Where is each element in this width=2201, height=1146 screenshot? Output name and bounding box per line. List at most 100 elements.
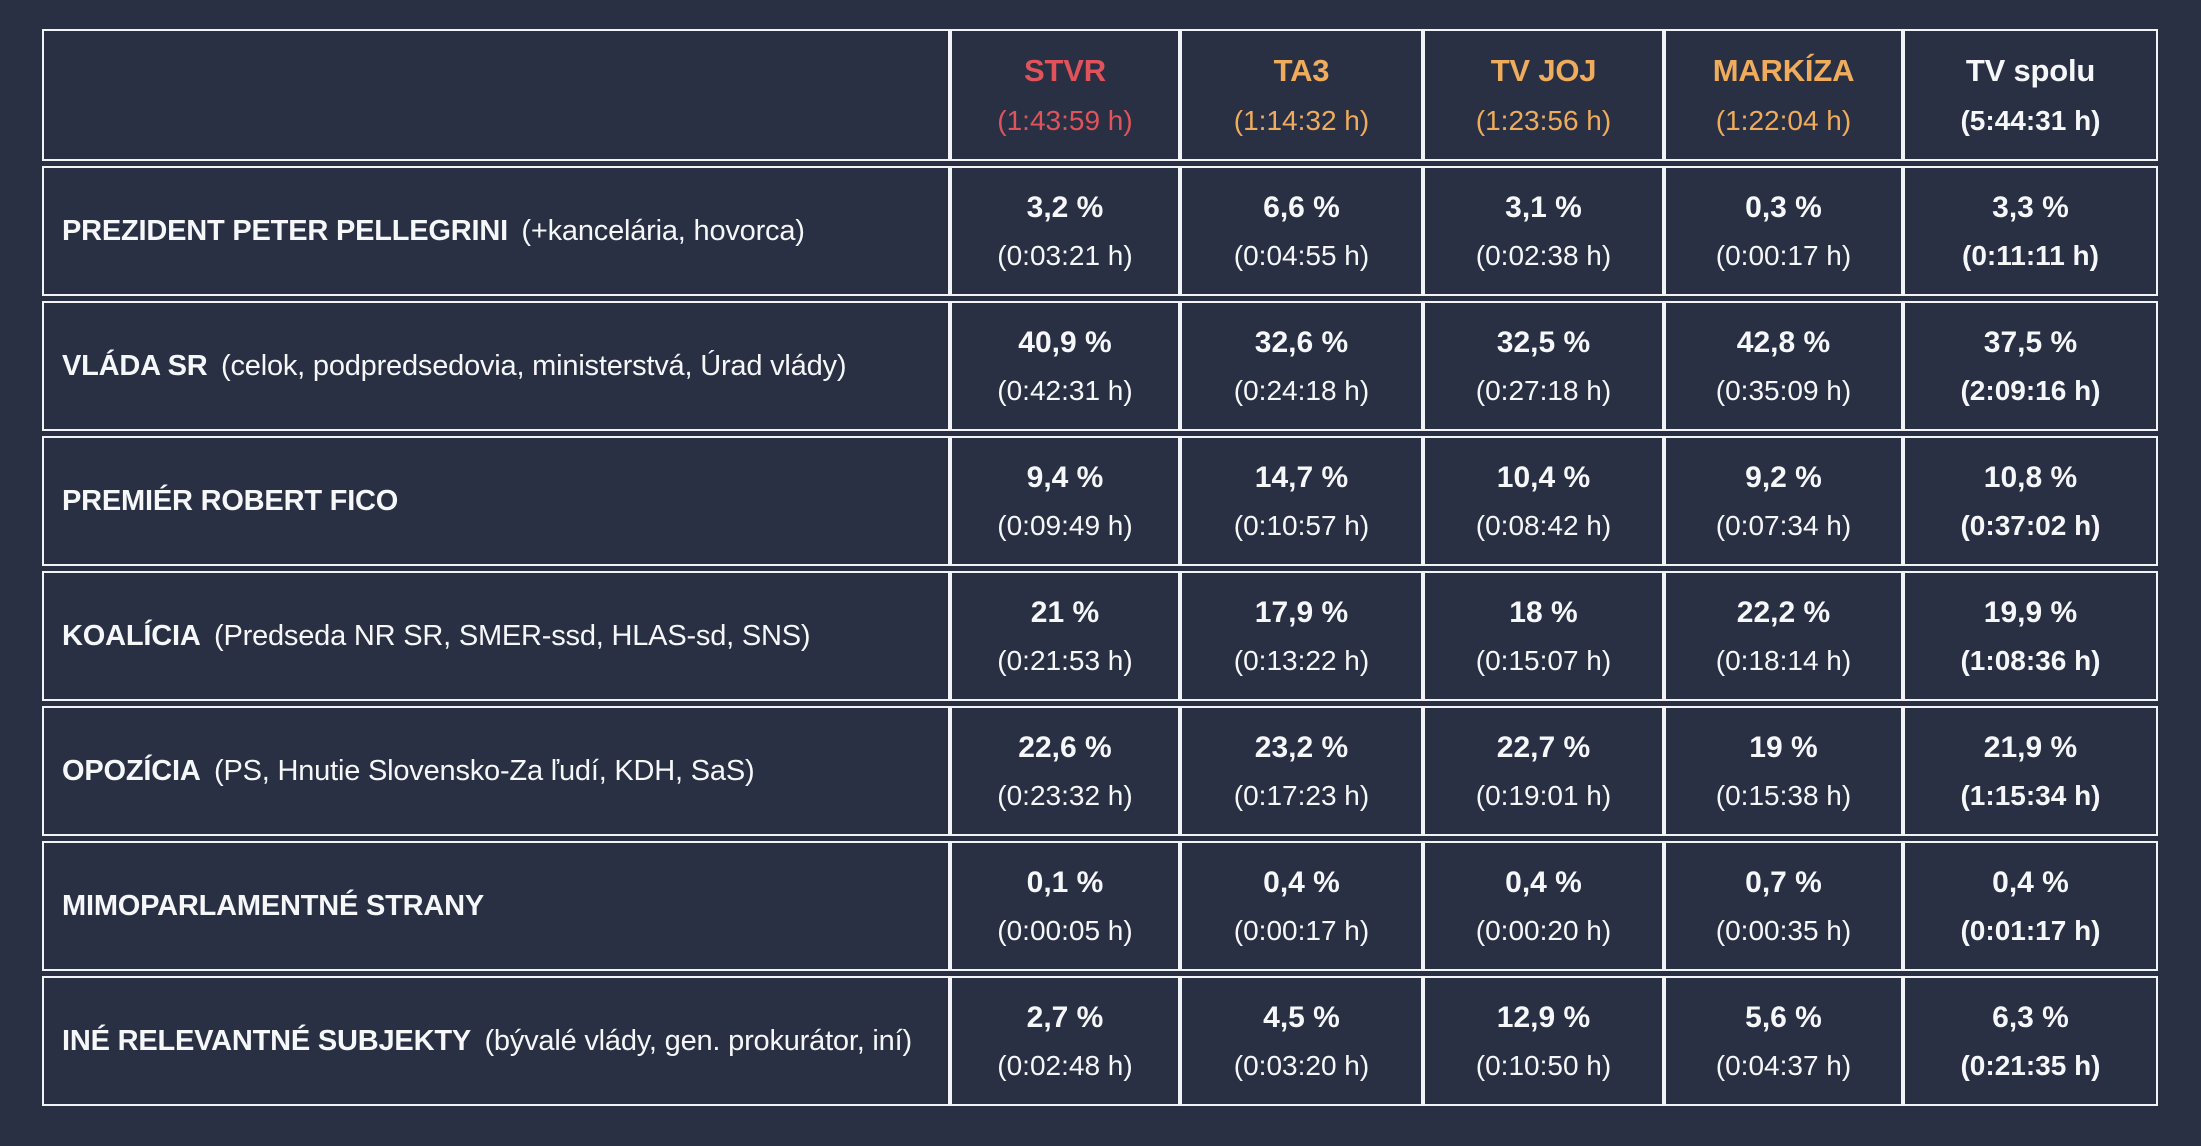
- row-label: VLÁDA SR: [62, 349, 208, 382]
- value-cell: 18 % (0:15:07 h): [1423, 571, 1664, 701]
- channel-header-cell: TV spolu (5:44:31 h): [1903, 29, 2158, 161]
- value-cell: 10,4 % (0:08:42 h): [1423, 436, 1664, 566]
- time-value: (0:04:37 h): [1715, 1049, 1852, 1081]
- value-cell: 0,7 % (0:00:35 h): [1664, 841, 1903, 971]
- time-value: (0:21:53 h): [997, 644, 1133, 676]
- value-cell: 9,4 % (0:09:49 h): [950, 436, 1180, 566]
- percent-value: 22,2 %: [1736, 595, 1831, 629]
- table-row: PREZIDENT PETER PELLEGRINI (+kancelária,…: [42, 166, 2158, 296]
- value-cell: 6,6 % (0:04:55 h): [1180, 166, 1423, 296]
- value-cell: 9,2 % (0:07:34 h): [1664, 436, 1903, 566]
- row-label: PREMIÉR ROBERT FICO: [62, 484, 399, 517]
- percent-value: 0,4 %: [1505, 865, 1582, 899]
- row-label: OPOZÍCIA: [62, 754, 201, 787]
- time-value: (0:27:18 h): [1475, 374, 1612, 406]
- time-value: (0:09:49 h): [997, 509, 1133, 541]
- value-cell: 40,9 % (0:42:31 h): [950, 301, 1180, 431]
- row-note: (Predseda NR SR, SMER-ssd, HLAS-sd, SNS): [214, 619, 811, 652]
- table-body: PREZIDENT PETER PELLEGRINI (+kancelária,…: [42, 166, 2158, 1106]
- time-value: (0:07:34 h): [1715, 509, 1852, 541]
- value-cell: 3,2 % (0:03:21 h): [950, 166, 1180, 296]
- value-cell: 0,4 % (0:00:20 h): [1423, 841, 1664, 971]
- time-value: (2:09:16 h): [1960, 374, 2101, 406]
- time-value: (0:19:01 h): [1475, 779, 1612, 811]
- value-cell: 0,4 % (0:00:17 h): [1180, 841, 1423, 971]
- time-value: (0:08:42 h): [1475, 509, 1612, 541]
- percent-value: 3,3 %: [1992, 190, 2069, 224]
- value-cell: 6,3 % (0:21:35 h): [1903, 976, 2158, 1106]
- table-row: MIMOPARLAMENTNÉ STRANY 0,1 % (0:00:05 h)…: [42, 841, 2158, 971]
- row-label-cell: PREZIDENT PETER PELLEGRINI (+kancelária,…: [42, 166, 950, 296]
- percent-value: 9,2 %: [1745, 460, 1822, 494]
- percent-value: 0,4 %: [1263, 865, 1340, 899]
- time-value: (0:24:18 h): [1233, 374, 1370, 406]
- row-label-cell: KOALÍCIA (Predseda NR SR, SMER-ssd, HLAS…: [42, 571, 950, 701]
- percent-value: 3,1 %: [1505, 190, 1582, 224]
- row-note: (bývalé vlády, gen. prokurátor, iní): [484, 1024, 912, 1057]
- time-value: (0:04:55 h): [1233, 239, 1370, 271]
- time-value: (1:15:34 h): [1960, 779, 2101, 811]
- channel-header-cell: TA3 (1:14:32 h): [1180, 29, 1423, 161]
- value-cell: 32,5 % (0:27:18 h): [1423, 301, 1664, 431]
- percent-value: 0,4 %: [1992, 865, 2069, 899]
- time-value: (0:17:23 h): [1233, 779, 1370, 811]
- time-value: (0:00:35 h): [1715, 914, 1852, 946]
- value-cell: 22,2 % (0:18:14 h): [1664, 571, 1903, 701]
- channel-total-time: (5:44:31 h): [1960, 105, 2101, 136]
- percent-value: 6,6 %: [1263, 190, 1340, 224]
- percent-value: 32,6 %: [1254, 325, 1349, 359]
- percent-value: 6,3 %: [1992, 1000, 2069, 1034]
- time-value: (0:00:05 h): [997, 914, 1133, 946]
- percent-value: 9,4 %: [1026, 460, 1104, 494]
- channel-total-time: (1:43:59 h): [997, 105, 1133, 136]
- value-cell: 23,2 % (0:17:23 h): [1180, 706, 1423, 836]
- time-value: (0:18:14 h): [1715, 644, 1852, 676]
- tv-coverage-table: STVR (1:43:59 h) TA3 (1:14:32 h) TV JOJ …: [42, 24, 2158, 1111]
- time-value: (0:23:32 h): [997, 779, 1133, 811]
- row-label-cell: VLÁDA SR (celok, podpredsedovia, ministe…: [42, 301, 950, 431]
- row-label: MIMOPARLAMENTNÉ STRANY: [62, 889, 484, 922]
- value-cell: 14,7 % (0:10:57 h): [1180, 436, 1423, 566]
- time-value: (0:00:20 h): [1475, 914, 1612, 946]
- value-cell: 2,7 % (0:02:48 h): [950, 976, 1180, 1106]
- channel-header-cell: STVR (1:43:59 h): [950, 29, 1180, 161]
- percent-value: 21,9 %: [1983, 730, 2078, 764]
- percent-value: 14,7 %: [1254, 460, 1349, 494]
- value-cell: 32,6 % (0:24:18 h): [1180, 301, 1423, 431]
- row-label-cell: INÉ RELEVANTNÉ SUBJEKTY (bývalé vlády, g…: [42, 976, 950, 1106]
- row-label: KOALÍCIA: [62, 619, 201, 652]
- value-cell: 22,6 % (0:23:32 h): [950, 706, 1180, 836]
- time-value: (0:42:31 h): [997, 374, 1133, 406]
- time-value: (0:35:09 h): [1715, 374, 1852, 406]
- time-value: (0:13:22 h): [1233, 644, 1370, 676]
- table-row: PREMIÉR ROBERT FICO 9,4 % (0:09:49 h) 14…: [42, 436, 2158, 566]
- value-cell: 4,5 % (0:03:20 h): [1180, 976, 1423, 1106]
- percent-value: 32,5 %: [1496, 325, 1591, 359]
- row-label: INÉ RELEVANTNÉ SUBJEKTY: [62, 1024, 471, 1057]
- percent-value: 10,8 %: [1983, 460, 2078, 494]
- time-value: (0:00:17 h): [1715, 239, 1852, 271]
- channel-header-cell: TV JOJ (1:23:56 h): [1423, 29, 1664, 161]
- value-cell: 21 % (0:21:53 h): [950, 571, 1180, 701]
- time-value: (0:03:21 h): [997, 239, 1133, 271]
- time-value: (0:01:17 h): [1960, 914, 2101, 946]
- percent-value: 2,7 %: [1026, 1000, 1104, 1034]
- time-value: (0:21:35 h): [1960, 1049, 2101, 1081]
- percent-value: 37,5 %: [1983, 325, 2078, 359]
- percent-value: 40,9 %: [1018, 325, 1112, 359]
- table-row: VLÁDA SR (celok, podpredsedovia, ministe…: [42, 301, 2158, 431]
- percent-value: 5,6 %: [1745, 1000, 1822, 1034]
- value-cell: 3,3 % (0:11:11 h): [1903, 166, 2158, 296]
- time-value: (0:37:02 h): [1960, 509, 2101, 541]
- channel-name: STVR: [1024, 53, 1106, 88]
- percent-value: 3,2 %: [1026, 190, 1104, 224]
- time-value: (0:02:48 h): [997, 1049, 1133, 1081]
- value-cell: 19,9 % (1:08:36 h): [1903, 571, 2158, 701]
- channel-total-time: (1:14:32 h): [1233, 105, 1370, 136]
- channel-total-time: (1:23:56 h): [1475, 105, 1612, 136]
- percent-value: 0,1 %: [1026, 865, 1104, 899]
- value-cell: 22,7 % (0:19:01 h): [1423, 706, 1664, 836]
- percent-value: 10,4 %: [1496, 460, 1591, 494]
- value-cell: 5,6 % (0:04:37 h): [1664, 976, 1903, 1106]
- percent-value: 21 %: [1030, 595, 1100, 629]
